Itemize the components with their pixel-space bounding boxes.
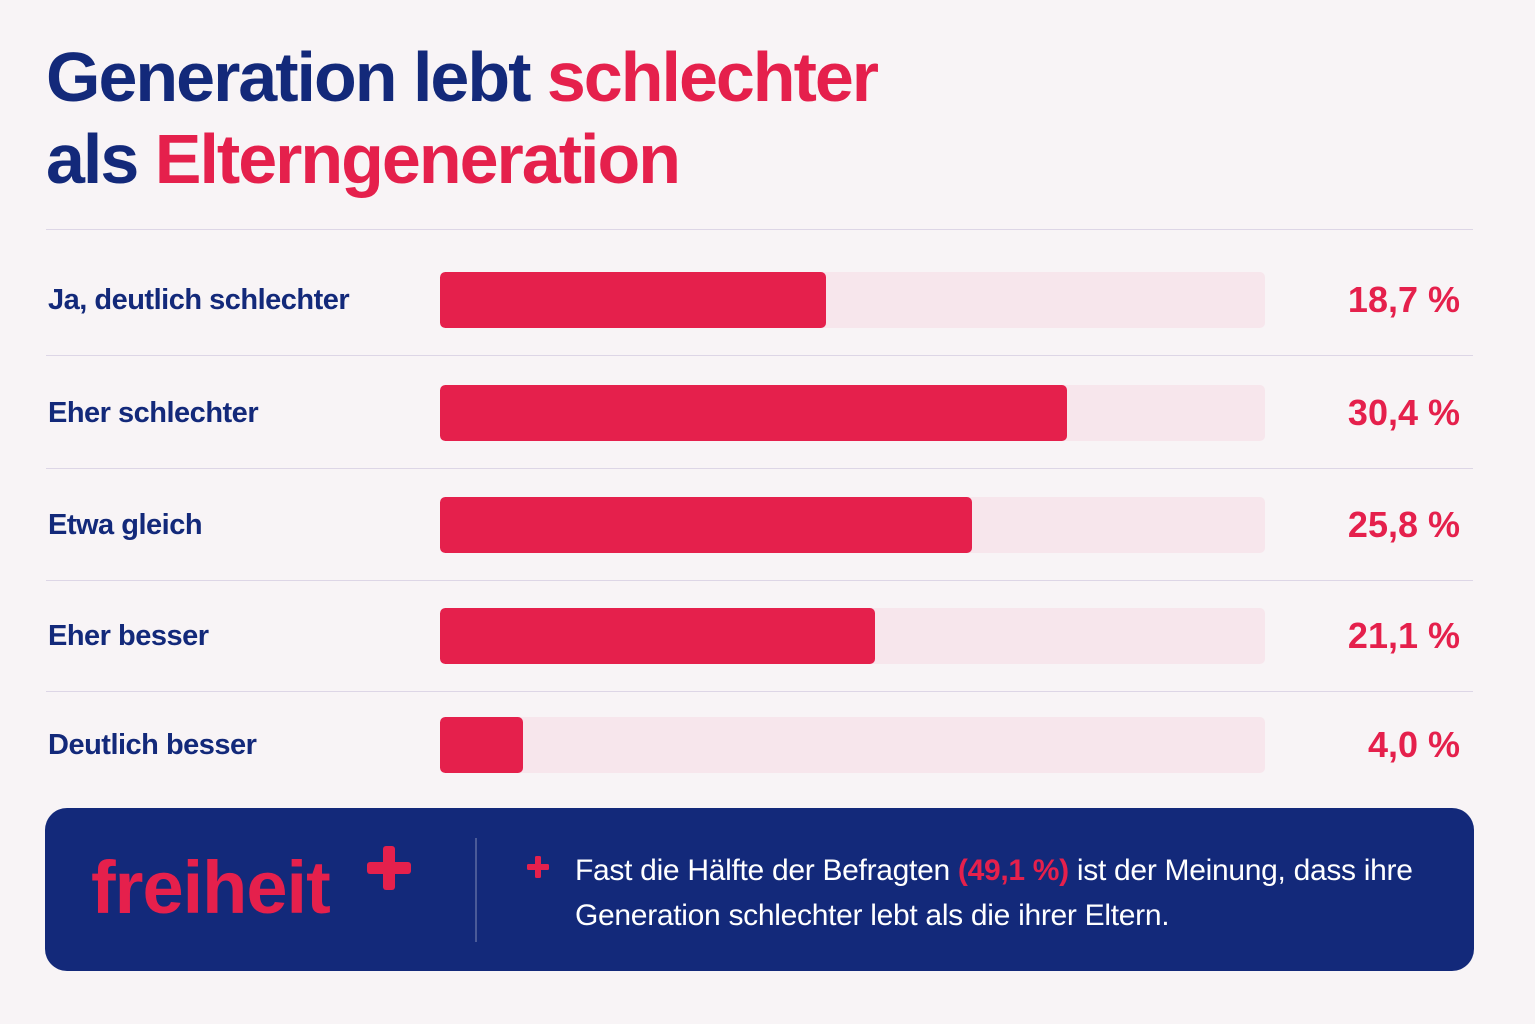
category-label: Eher schlechter [48,397,259,429]
bar-track [440,272,1265,328]
note-highlight: (49,1 %) [957,854,1069,887]
title-part-1: Generation lebt [46,38,547,116]
bar [440,385,1067,441]
category-label: Etwa gleich [48,509,203,541]
footer-divider [475,838,477,942]
bar-row: Deutlich besser 4,0 % [0,717,1535,773]
row-divider [46,355,1473,356]
bar-row: Eher besser 21,1 % [0,608,1535,664]
category-label: Deutlich besser [48,729,257,761]
value-label: 30,4 % [1347,392,1460,433]
value-label: 21,1 % [1347,615,1460,656]
bar-track [440,717,1265,773]
bar-track [440,497,1265,553]
bar-row: Etwa gleich 25,8 % [0,497,1535,553]
bar-row: Ja, deutlich schlechter 18,7 % [0,272,1535,328]
note-text-1: Fast die Hälfte der Befragten [575,854,958,887]
category-label: Ja, deutlich schlechter [48,284,350,316]
value-label: 18,7 % [1347,279,1460,320]
bar [440,272,826,328]
page-title: Generation lebt schlechter als Elterngen… [46,36,879,200]
value-label: 25,8 % [1347,504,1460,545]
bar [440,608,876,664]
brand-logo: freiheit [91,846,331,929]
bar [440,497,973,553]
value-label: 4,0 % [1367,724,1460,765]
title-part-4: Elterngeneration [154,120,681,198]
footer-panel: freiheit Fast die Hälfte der Befragten (… [45,808,1474,971]
row-divider [46,468,1473,469]
footer-note: Fast die Hälfte der Befragten (49,1 %) i… [575,848,1435,938]
bar-track [440,608,1265,664]
title-part-2: schlechter [546,38,879,116]
row-divider [46,691,1473,692]
bar-row: Eher schlechter 30,4 % [0,385,1535,441]
divider-line [46,229,1473,230]
row-divider [46,580,1473,581]
bar-track [440,385,1265,441]
note-text-2: ist der Meinung, dass ihre Generation sc… [575,854,1413,932]
plus-icon [527,856,549,878]
category-label: Eher besser [48,620,209,652]
bar [440,717,523,773]
plus-icon [367,846,411,890]
title-part-3: als [46,120,155,198]
